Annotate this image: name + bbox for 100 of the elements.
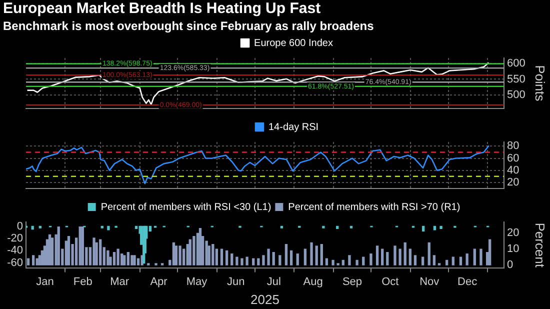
bar bbox=[404, 242, 406, 266]
x-tick-label: Sep bbox=[342, 276, 362, 288]
bar bbox=[26, 258, 30, 266]
bar bbox=[432, 255, 436, 266]
bar bbox=[236, 256, 238, 266]
bar bbox=[325, 258, 328, 266]
x-tick-label: Aug bbox=[303, 276, 323, 288]
bar bbox=[428, 242, 430, 266]
bar bbox=[178, 246, 182, 266]
bar bbox=[376, 246, 379, 266]
y-tick-label: 40 bbox=[507, 164, 520, 176]
legend-label: Europe 600 Index bbox=[254, 38, 333, 49]
y-tick-label: -40 bbox=[7, 244, 23, 257]
x-tick-label: Jul bbox=[266, 276, 281, 288]
bar bbox=[381, 248, 384, 266]
x-tick-label: Jan bbox=[36, 276, 54, 288]
bar bbox=[488, 239, 492, 266]
bar bbox=[92, 238, 96, 266]
bar bbox=[50, 238, 54, 266]
x-tick-label: Nov bbox=[420, 276, 440, 288]
bar bbox=[459, 256, 462, 266]
bar bbox=[240, 258, 244, 266]
bar bbox=[112, 252, 116, 266]
bar bbox=[452, 256, 454, 266]
y2-axis-title: Percent bbox=[532, 222, 548, 268]
bar bbox=[278, 255, 282, 266]
bar bbox=[296, 254, 299, 266]
bar bbox=[466, 254, 468, 266]
bar bbox=[348, 255, 351, 266]
bar bbox=[36, 258, 38, 266]
bar bbox=[408, 248, 412, 266]
bar bbox=[136, 258, 140, 266]
bar bbox=[362, 256, 365, 266]
y-tick-label: 600 bbox=[507, 57, 526, 70]
bar bbox=[225, 250, 228, 266]
bar bbox=[356, 260, 358, 266]
bar bbox=[130, 255, 134, 266]
bar bbox=[172, 242, 176, 266]
bar bbox=[267, 248, 270, 266]
y-tick-label: 0 bbox=[16, 220, 23, 232]
y-tick-label: -20 bbox=[7, 232, 23, 244]
bar bbox=[315, 246, 318, 266]
bar bbox=[246, 256, 248, 266]
x-axis-title: 2025 bbox=[250, 292, 280, 307]
bar bbox=[262, 255, 265, 266]
bar bbox=[230, 254, 234, 266]
bar bbox=[386, 252, 389, 266]
bar bbox=[320, 244, 323, 266]
bar bbox=[67, 236, 70, 266]
bar bbox=[174, 246, 178, 266]
bar bbox=[252, 258, 255, 266]
bar bbox=[342, 260, 344, 266]
bar bbox=[310, 242, 313, 266]
y-tick-label: -60 bbox=[7, 256, 23, 269]
bar bbox=[421, 256, 424, 266]
y2-tick-label: 10 bbox=[507, 243, 520, 256]
legend-label: Percent of members with RSI <30 (L1) bbox=[100, 202, 272, 213]
chart-subtitle: Benchmark is most overbought since February as rally broadens bbox=[2, 18, 375, 34]
bar bbox=[212, 244, 214, 266]
x-tick-label: Jun bbox=[227, 276, 245, 288]
bar bbox=[116, 248, 120, 266]
x-tick-label: Feb bbox=[73, 276, 92, 288]
bar bbox=[398, 248, 402, 266]
bar bbox=[57, 226, 60, 266]
bar bbox=[304, 248, 307, 266]
bar bbox=[332, 260, 334, 266]
y-tick-label: 60 bbox=[507, 152, 520, 164]
bar bbox=[473, 248, 476, 266]
bar bbox=[394, 246, 396, 266]
bar bbox=[126, 252, 130, 266]
bar bbox=[123, 255, 126, 266]
chart-title: European Market Breadth Is Heating Up Fast bbox=[2, 0, 322, 18]
bar bbox=[290, 250, 293, 266]
bar bbox=[78, 226, 82, 266]
bar bbox=[106, 250, 110, 266]
y-tick-label: 500 bbox=[507, 89, 526, 102]
bar bbox=[284, 244, 288, 266]
bar bbox=[81, 226, 84, 266]
bar bbox=[257, 258, 260, 266]
bar bbox=[188, 239, 192, 266]
x-tick-label: Mar bbox=[110, 276, 130, 288]
y-axis-title: Points bbox=[532, 65, 548, 102]
bar bbox=[446, 260, 448, 266]
bar bbox=[133, 255, 136, 266]
x-tick-label: Dec bbox=[458, 276, 478, 288]
bar bbox=[99, 239, 102, 266]
x-tick-label: Oct bbox=[382, 276, 399, 288]
x-tick-label: May bbox=[186, 276, 208, 288]
bar bbox=[480, 248, 482, 266]
x-tick-label: Apr bbox=[150, 276, 168, 288]
bar bbox=[414, 255, 417, 266]
bar bbox=[32, 255, 35, 266]
y-tick-label: 20 bbox=[507, 176, 520, 188]
y-tick-label: 550 bbox=[507, 73, 526, 86]
bar bbox=[272, 252, 275, 266]
bar bbox=[370, 254, 372, 266]
y-tick-label: 80 bbox=[507, 140, 520, 152]
bar bbox=[192, 236, 196, 266]
legend-label: Percent of members with RSI >70 (R1) bbox=[288, 202, 460, 213]
legend-label: 14-day RSI bbox=[268, 122, 319, 133]
